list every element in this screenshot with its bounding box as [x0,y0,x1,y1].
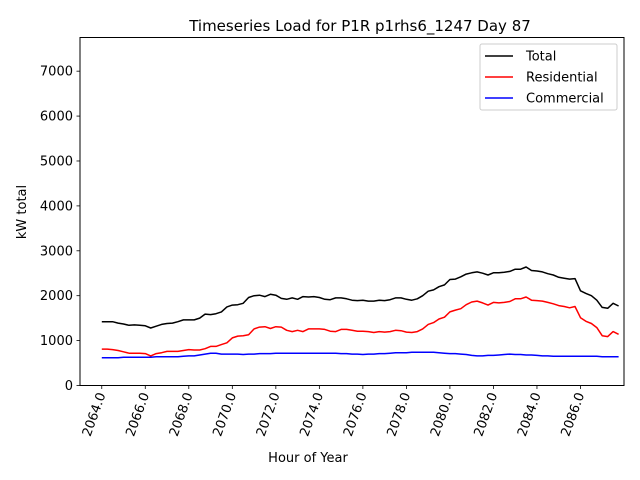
legend: Total Residential Commercial [479,43,618,111]
y-axis: 0 1000 2000 3000 4000 5000 6000 7000 [40,65,80,394]
legend-label-total: Total [525,50,556,65]
series-line-total [101,266,619,329]
chart-title: Timeseries Load for P1R p1rhs6_1247 Day … [188,17,531,36]
series-line-residential [101,296,619,357]
legend-label-commercial: Commercial [526,92,604,107]
legend-box [479,43,618,111]
legend-label-residential: Residential [526,71,598,86]
x-axis-label: Hour of Year [268,451,348,466]
y-tick-label: 3000 [40,244,73,259]
y-tick-label: 4000 [40,199,73,214]
y-tick-label: 7000 [40,65,73,80]
y-tick-label: 1000 [40,334,73,349]
y-tick-label: 6000 [40,110,73,125]
y-tick-label: 2000 [40,289,73,304]
series-lines [101,266,619,359]
y-tick-label: 5000 [40,154,73,169]
y-tick-label: 0 [65,379,73,394]
series-line-commercial [101,351,619,359]
y-axis-label: kW total [15,185,30,239]
